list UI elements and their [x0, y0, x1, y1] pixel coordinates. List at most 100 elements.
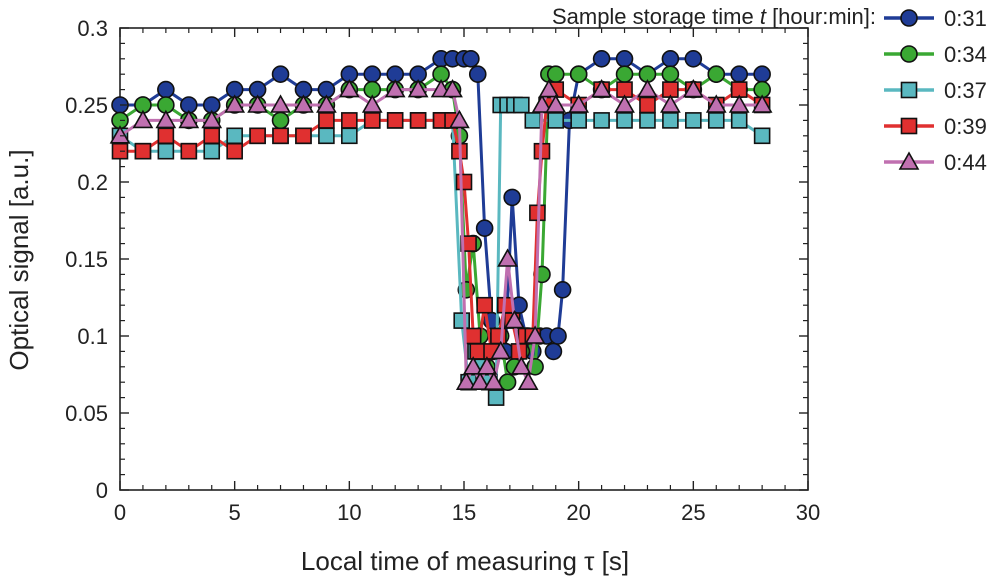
legend-label: 0:39	[944, 114, 987, 139]
data-point	[730, 65, 749, 83]
data-point	[660, 94, 681, 113]
legend-title-variable: t	[760, 4, 767, 29]
data-point	[226, 127, 243, 145]
data-point	[614, 94, 635, 113]
data-point	[616, 112, 633, 129]
data-point	[661, 49, 680, 68]
data-point	[569, 65, 588, 83]
data-point	[730, 112, 748, 129]
x-tick-label: 30	[796, 500, 820, 525]
x-tick-label: 15	[452, 500, 476, 525]
data-point	[513, 96, 530, 114]
data-point	[469, 371, 491, 391]
data-point	[639, 96, 656, 114]
data-point	[462, 49, 480, 68]
data-point	[318, 127, 335, 145]
data-point	[517, 371, 539, 391]
legend-label: 0:44	[944, 150, 987, 175]
legend-item: 0:39	[884, 114, 987, 139]
data-point	[409, 112, 427, 129]
data-point	[455, 371, 477, 391]
data-point	[338, 78, 360, 98]
data-point	[497, 248, 518, 267]
data-point	[201, 109, 223, 129]
data-point	[270, 94, 291, 113]
data-point	[178, 109, 200, 129]
data-point	[363, 112, 381, 129]
legend-title-prefix: Sample storage time	[552, 4, 760, 29]
legend-item: 0:37	[884, 78, 987, 103]
data-point	[639, 112, 656, 129]
y-tick-label: 0.2	[77, 170, 108, 195]
x-tick-label: 0	[114, 500, 126, 525]
data-point	[510, 356, 532, 375]
data-point	[341, 127, 358, 145]
y-axis-label: Optical signal [a.u.]	[4, 149, 34, 370]
data-point	[591, 78, 612, 98]
legend-marker	[900, 81, 918, 99]
x-tick-label: 5	[229, 500, 241, 525]
data-point	[453, 312, 471, 329]
data-point	[544, 342, 563, 361]
data-point	[593, 112, 610, 129]
data-point	[293, 94, 314, 113]
data-point	[363, 65, 382, 83]
data-point	[615, 65, 634, 83]
y-tick-label: 0.15	[65, 247, 108, 272]
data-point	[180, 142, 198, 160]
data-point	[109, 125, 131, 144]
data-point	[682, 78, 704, 98]
data-point	[203, 142, 221, 160]
data-point	[442, 78, 463, 98]
data-point	[547, 112, 565, 129]
data-point	[546, 65, 565, 83]
data-point	[615, 49, 634, 68]
data-point	[318, 112, 335, 129]
data-point	[661, 65, 680, 83]
y-tick-label: 0.05	[65, 401, 108, 426]
data-point	[203, 127, 221, 145]
series-layer	[109, 49, 773, 406]
x-tick-label: 20	[566, 500, 590, 525]
legend-marker	[900, 117, 918, 135]
data-point	[316, 94, 337, 113]
data-point	[538, 78, 560, 98]
data-point	[685, 112, 702, 129]
data-point	[753, 127, 771, 145]
data-point	[545, 94, 567, 113]
data-point	[295, 127, 312, 145]
legend-title: Sample storage time t [hour:min]:	[552, 4, 876, 29]
data-point	[157, 142, 175, 160]
data-point	[464, 327, 482, 345]
data-point	[249, 127, 266, 145]
data-point	[707, 112, 725, 129]
data-point	[483, 371, 505, 391]
data-point	[155, 109, 177, 129]
data-point	[476, 296, 493, 314]
data-point	[684, 49, 703, 68]
data-point	[460, 235, 477, 252]
data-point	[476, 356, 498, 375]
legend-marker	[898, 151, 920, 170]
legend-label: 0:37	[944, 78, 987, 103]
legend-label: 0:31	[944, 6, 987, 31]
data-point	[271, 111, 290, 130]
data-point	[553, 280, 572, 299]
data-point	[662, 112, 679, 129]
ticks-layer: 0 5 10 15 20 25 30 0 0.05 0.1 0.15 0.2 0.25 0.3	[65, 16, 820, 525]
y-tick-label: 0.1	[77, 324, 108, 349]
legend: Sample storage time t [hour:min]: 0:31 0:…	[552, 4, 987, 175]
legend-title-suffix: [hour:min]:	[766, 4, 876, 29]
data-point	[226, 142, 243, 160]
series-0-44	[109, 78, 773, 391]
data-point	[224, 94, 246, 113]
x-axis-label: Local time of measuring τ [s]	[301, 546, 629, 576]
data-point	[157, 80, 175, 99]
data-point	[487, 389, 505, 406]
x-tick-label: 10	[337, 500, 361, 525]
data-point	[592, 49, 611, 68]
data-point	[469, 343, 487, 360]
data-point	[549, 327, 567, 345]
data-point	[361, 94, 383, 113]
